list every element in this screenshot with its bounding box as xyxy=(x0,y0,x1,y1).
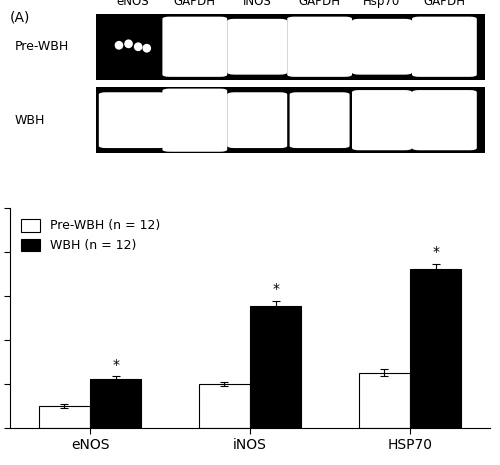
Bar xyxy=(90,379,141,428)
Ellipse shape xyxy=(142,44,151,53)
Bar xyxy=(96,13,485,80)
FancyBboxPatch shape xyxy=(412,90,477,150)
Text: *: * xyxy=(112,358,119,372)
Text: GAPDH: GAPDH xyxy=(174,0,216,8)
FancyBboxPatch shape xyxy=(227,92,287,148)
Text: GAPDH: GAPDH xyxy=(298,0,341,8)
Text: GAPDH: GAPDH xyxy=(424,0,466,8)
Ellipse shape xyxy=(124,40,133,48)
Bar xyxy=(199,384,250,428)
Bar xyxy=(410,269,461,428)
Bar xyxy=(96,87,485,153)
FancyBboxPatch shape xyxy=(352,19,412,75)
Text: WBH: WBH xyxy=(15,113,45,126)
FancyBboxPatch shape xyxy=(352,90,412,150)
Ellipse shape xyxy=(134,42,142,51)
FancyBboxPatch shape xyxy=(162,89,227,152)
FancyBboxPatch shape xyxy=(162,17,227,77)
Text: iNOS: iNOS xyxy=(243,0,272,8)
Text: Hsp70: Hsp70 xyxy=(364,0,401,8)
Text: (A): (A) xyxy=(10,11,30,25)
FancyBboxPatch shape xyxy=(227,19,287,75)
Text: *: * xyxy=(432,245,439,259)
Text: eNOS: eNOS xyxy=(116,0,148,8)
FancyBboxPatch shape xyxy=(290,92,350,148)
FancyBboxPatch shape xyxy=(287,17,352,77)
Bar xyxy=(39,406,90,428)
Ellipse shape xyxy=(114,41,124,50)
Text: *: * xyxy=(272,282,279,296)
FancyBboxPatch shape xyxy=(412,17,477,77)
Legend: Pre-WBH (n = 12), WBH (n = 12): Pre-WBH (n = 12), WBH (n = 12) xyxy=(16,214,165,257)
Bar xyxy=(250,306,301,428)
FancyBboxPatch shape xyxy=(99,92,166,148)
Bar xyxy=(359,373,410,428)
Text: Pre-WBH: Pre-WBH xyxy=(15,40,69,53)
